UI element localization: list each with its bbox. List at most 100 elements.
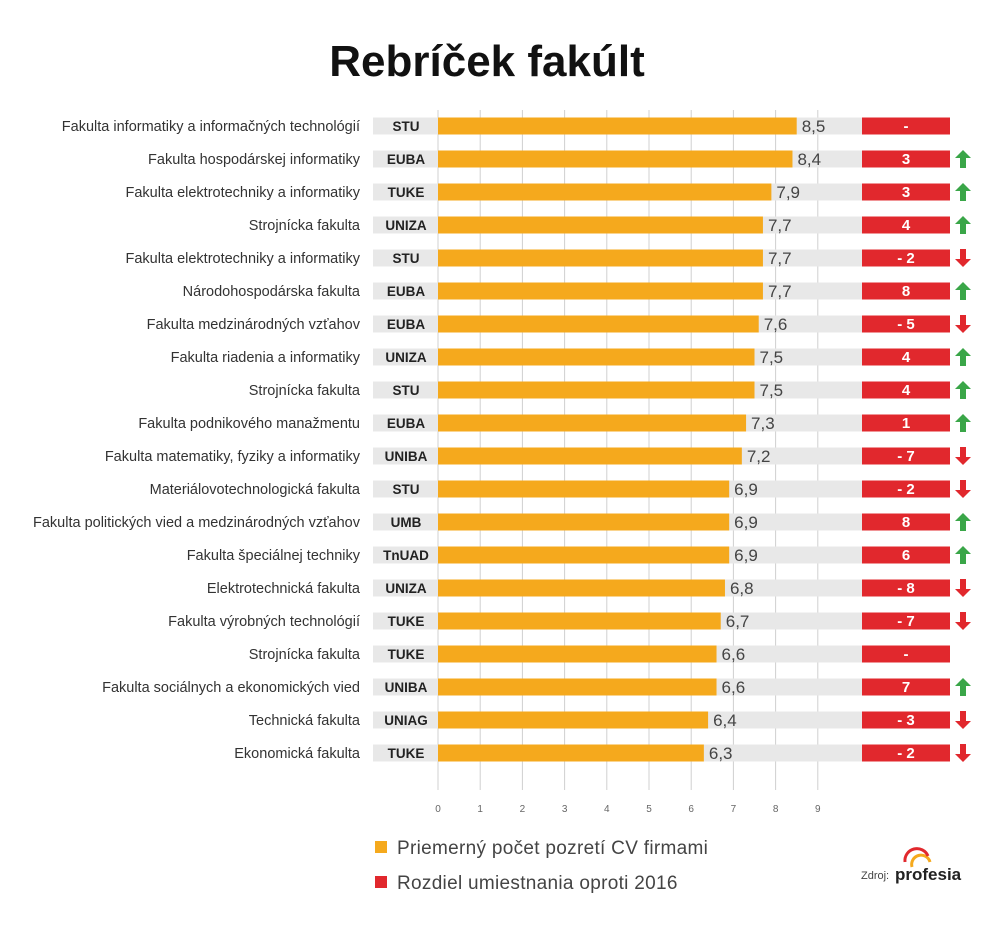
rank-change-label: - 2	[897, 250, 915, 267]
bar	[438, 117, 797, 135]
arrow-up-icon	[955, 414, 971, 432]
chart-row: Fakulta matematiky, fyziky a informatiky…	[105, 447, 971, 466]
faculty-label: Strojnícka fakulta	[249, 647, 361, 663]
x-tick-label: 0	[435, 804, 441, 815]
value-label: 6,3	[709, 744, 733, 763]
bar	[438, 513, 730, 531]
faculty-label: Strojnícka fakulta	[249, 383, 361, 399]
bar	[438, 678, 717, 696]
faculty-label: Elektrotechnická fakulta	[207, 581, 361, 597]
rank-change-label: 1	[902, 415, 910, 432]
rank-change-box	[862, 249, 950, 267]
x-tick-label: 4	[604, 804, 610, 815]
legend: Priemerný počet pozretí CV firmami Rozdi…	[375, 838, 708, 894]
faculty-label: Strojnícka fakulta	[249, 218, 361, 234]
chart-row: Fakulta informatiky a informačných techn…	[62, 117, 950, 136]
chart-row: Fakulta podnikového manažmentu EUBA 7,3 1	[138, 414, 971, 433]
rank-change-box	[862, 645, 950, 663]
arrow-up-icon	[955, 381, 971, 399]
x-tick-label: 6	[688, 804, 694, 815]
rank-change-box	[862, 216, 950, 234]
chart-row: Fakulta špeciálnej techniky TnUAD 6,9 6	[187, 546, 971, 565]
rank-change-box	[862, 282, 950, 300]
bar	[438, 348, 755, 366]
rank-change-label: 4	[902, 349, 911, 366]
value-label: 7,5	[760, 348, 784, 367]
faculty-label: Fakulta výrobných technológií	[168, 614, 360, 630]
value-label: 8,5	[802, 117, 826, 136]
faculty-label: Národohospodárska fakulta	[183, 284, 361, 300]
rank-change-label: 4	[902, 382, 911, 399]
university-label: EUBA	[387, 317, 426, 332]
legend-label-views: Priemerný počet pozretí CV firmami	[397, 838, 708, 859]
rank-change-label: - 7	[897, 613, 915, 630]
rank-change-box	[862, 513, 950, 531]
arrow-up-icon	[955, 546, 971, 564]
chart-row: Strojnícka fakulta TUKE 6,6 -	[249, 645, 950, 664]
rank-change-box	[862, 744, 950, 762]
arrow-up-icon	[955, 678, 971, 696]
rank-change-box	[862, 381, 950, 399]
x-axis-ticks: 0 1 2 3 4 5 6 7 8 9	[435, 804, 821, 815]
university-label: UNIAG	[384, 713, 428, 728]
university-label: UNIBA	[385, 680, 428, 695]
faculty-label: Fakulta špeciálnej techniky	[187, 548, 361, 564]
arrow-up-icon	[955, 150, 971, 168]
x-tick-label: 7	[731, 804, 737, 815]
university-label: UNIZA	[385, 350, 426, 365]
value-label: 7,5	[760, 381, 784, 400]
arrow-up-icon	[955, 348, 971, 366]
faculty-label: Fakulta sociálnych a ekonomických vied	[102, 680, 360, 696]
faculty-label: Fakulta informatiky a informačných techn…	[62, 119, 360, 135]
rank-change-label: 8	[902, 283, 910, 300]
chart-row: Fakulta medzinárodných vzťahov EUBA 7,6 - 5	[147, 315, 971, 334]
university-label: EUBA	[387, 152, 426, 167]
bar	[438, 183, 772, 201]
university-label: TUKE	[388, 746, 425, 761]
bar	[438, 579, 725, 597]
value-label: 6,6	[722, 678, 746, 697]
university-label: UNIBA	[385, 449, 428, 464]
bar	[438, 447, 742, 465]
rank-change-label: - 5	[897, 316, 915, 333]
university-label: UNIZA	[385, 581, 426, 596]
value-label: 6,9	[734, 546, 758, 565]
faculty-label: Ekonomická fakulta	[234, 746, 361, 762]
chart-row: Fakulta výrobných technológií TUKE 6,7 - 7	[168, 612, 971, 631]
bar	[438, 381, 755, 399]
arrow-down-icon	[955, 315, 971, 333]
faculty-label: Fakulta medzinárodných vzťahov	[147, 317, 361, 333]
value-label: 7,2	[747, 447, 771, 466]
bar	[438, 711, 709, 729]
faculty-label: Fakulta hospodárskej informatiky	[148, 152, 361, 168]
value-label: 6,9	[734, 513, 758, 532]
bar	[438, 414, 747, 432]
rank-change-box	[862, 480, 950, 498]
rank-change-box	[862, 150, 950, 168]
university-label: STU	[393, 482, 420, 497]
university-label: UNIZA	[385, 218, 426, 233]
university-label: STU	[393, 251, 420, 266]
faculty-label: Technická fakulta	[249, 713, 361, 729]
rank-change-box	[862, 183, 950, 201]
university-label: TUKE	[388, 185, 425, 200]
value-label: 6,6	[722, 645, 746, 664]
arrow-down-icon	[955, 744, 971, 762]
arrow-down-icon	[955, 249, 971, 267]
rank-change-label: 4	[902, 217, 911, 234]
chart-row: Fakulta riadenia a informatiky UNIZA 7,5 4	[171, 348, 971, 367]
rank-change-box	[862, 579, 950, 597]
value-label: 7,6	[764, 315, 788, 334]
x-tick-label: 9	[815, 804, 821, 815]
rank-change-label: 8	[902, 514, 910, 531]
faculty-label: Fakulta podnikového manažmentu	[138, 416, 360, 432]
bar	[438, 249, 763, 267]
rank-change-label: 3	[902, 151, 910, 168]
arrow-up-icon	[955, 282, 971, 300]
university-label: TnUAD	[383, 548, 429, 563]
rank-change-box	[862, 447, 950, 465]
chart-row: Materiálovotechnologická fakulta STU 6,9 - …	[150, 480, 971, 499]
chart-row: Fakulta politických vied a medzinárodnýc…	[33, 513, 971, 532]
arrow-down-icon	[955, 579, 971, 597]
